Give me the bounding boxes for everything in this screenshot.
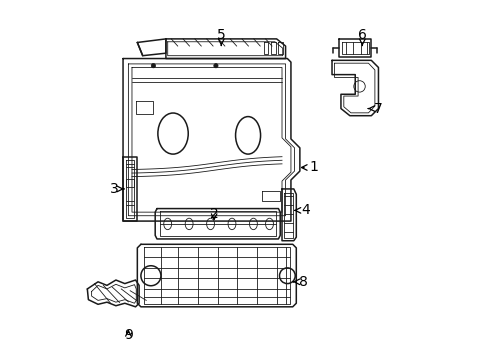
Circle shape: [213, 64, 218, 68]
Text: 1: 1: [301, 161, 318, 175]
Circle shape: [151, 64, 155, 68]
Text: 4: 4: [294, 203, 309, 217]
Text: 8: 8: [293, 275, 307, 289]
Text: 2: 2: [209, 207, 218, 221]
Text: 6: 6: [357, 28, 366, 45]
Text: 9: 9: [124, 328, 133, 342]
Text: 7: 7: [367, 102, 382, 116]
Text: 5: 5: [217, 28, 225, 45]
Text: 3: 3: [109, 182, 124, 196]
